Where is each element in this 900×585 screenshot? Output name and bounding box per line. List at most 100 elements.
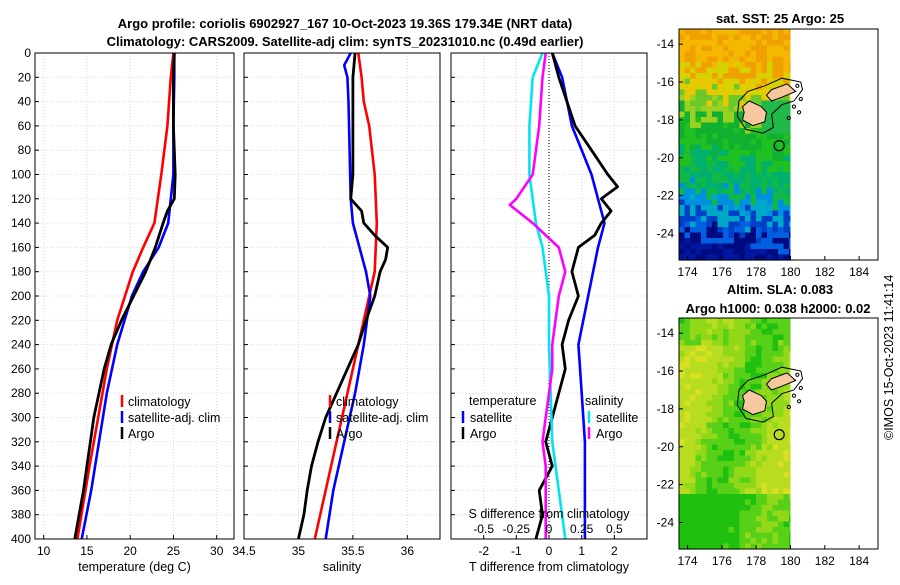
map-cell [701, 461, 708, 468]
map-cell [706, 106, 713, 113]
map-cell [712, 362, 719, 369]
map-cell [745, 510, 752, 517]
map-cell [679, 166, 686, 173]
map-cell [745, 254, 752, 261]
map-cell [728, 238, 735, 245]
map-cell [756, 356, 763, 363]
map-cell [679, 516, 686, 523]
map-cell [712, 155, 719, 162]
map-cell [723, 472, 730, 479]
map-cell [701, 177, 708, 184]
map-cell [750, 243, 757, 250]
map-cell [723, 100, 730, 107]
map-cell [684, 472, 691, 479]
map-cell [690, 117, 697, 124]
map-cell [756, 345, 763, 352]
map-cell [728, 56, 735, 63]
map-cell [745, 422, 752, 429]
map-cell [690, 505, 697, 512]
map-cell [728, 439, 735, 446]
map-cell [712, 216, 719, 223]
map-cell [750, 51, 757, 58]
map-cell [717, 232, 724, 239]
map-cell [695, 494, 702, 501]
map-cell [723, 400, 730, 407]
map-cell [695, 128, 702, 135]
map-cell [723, 210, 730, 217]
y-tick-label: 120 [11, 192, 31, 206]
map-cell [706, 494, 713, 501]
map-cell [767, 51, 774, 58]
map-cell [706, 488, 713, 495]
map-cell [706, 194, 713, 201]
map-cell [772, 461, 779, 468]
map-cell [684, 205, 691, 212]
map-cell [684, 56, 691, 63]
map-cell [679, 34, 686, 41]
map-cell [756, 177, 763, 184]
map-cell [690, 345, 697, 352]
map-cell [717, 345, 724, 352]
map-cell [701, 384, 708, 391]
map-cell [734, 227, 741, 234]
map-cell [756, 67, 763, 74]
map-cell [772, 122, 779, 129]
map-cell [690, 433, 697, 440]
map-cell [684, 367, 691, 374]
map-cell [723, 111, 730, 118]
map-cell [728, 172, 735, 179]
map-cell [734, 95, 741, 102]
map-cell [717, 499, 724, 506]
map-cell [690, 450, 697, 457]
map-cell [767, 444, 774, 451]
map-cell [756, 95, 763, 102]
map-cell [717, 139, 724, 146]
map-cell [706, 221, 713, 228]
map-cell [712, 422, 719, 429]
map-cell [739, 433, 746, 440]
map-cell [684, 439, 691, 446]
map-cell [767, 34, 774, 41]
map-cell [728, 389, 735, 396]
map-cell [739, 384, 746, 391]
map-cell [750, 210, 757, 217]
map-cell [712, 395, 719, 402]
map-cell [712, 389, 719, 396]
map-cell [783, 477, 790, 484]
map-cell [778, 166, 785, 173]
map-cell [723, 483, 730, 490]
map-no-data [790, 29, 878, 260]
map-cell [728, 100, 735, 107]
map-cell [728, 340, 735, 347]
map-cell [728, 249, 735, 256]
map-cell [723, 356, 730, 363]
map-cell [767, 318, 774, 325]
map-cell [723, 516, 730, 523]
map-cell [778, 532, 785, 539]
map-cell [778, 466, 785, 473]
map-cell [739, 378, 746, 385]
map-cell [684, 122, 691, 129]
map-cell [728, 488, 735, 495]
map-cell [717, 472, 724, 479]
map-cell [706, 51, 713, 58]
map-cell [772, 329, 779, 336]
map-cell [701, 367, 708, 374]
map-cell [728, 243, 735, 250]
map-cell [701, 128, 708, 135]
map-cell [712, 139, 719, 146]
map-cell [695, 345, 702, 352]
map-cell [750, 232, 757, 239]
map-cell [761, 543, 768, 550]
map-cell [701, 428, 708, 435]
map-cell [679, 188, 686, 195]
map-cell [690, 400, 697, 407]
map-cell [695, 139, 702, 146]
map-cell [717, 199, 724, 206]
map-cell [783, 461, 790, 468]
legend-label: satellite-adj. clim [128, 411, 220, 425]
map-cell [728, 29, 735, 36]
map-cell [717, 318, 724, 325]
map-cell [772, 34, 779, 41]
map-cell [679, 133, 686, 140]
